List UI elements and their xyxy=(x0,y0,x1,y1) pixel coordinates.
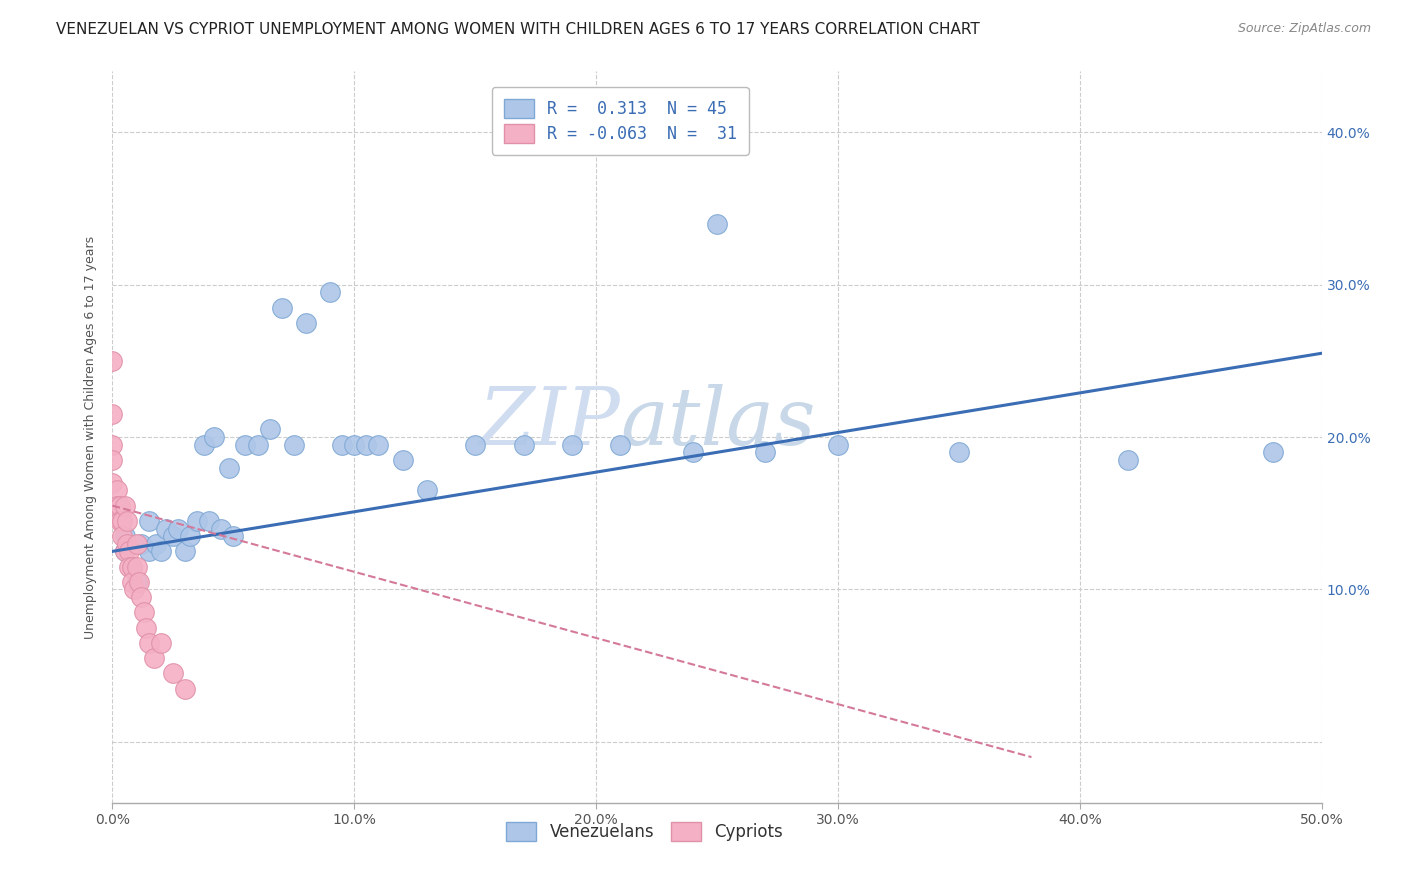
Point xyxy=(270,301,292,315)
Point xyxy=(121,559,143,574)
Point xyxy=(198,514,221,528)
Point xyxy=(235,438,257,452)
Point xyxy=(827,438,849,452)
Point xyxy=(101,407,124,421)
Point xyxy=(131,537,153,551)
Point xyxy=(391,453,413,467)
Point xyxy=(122,582,145,597)
Point xyxy=(174,681,197,696)
Point xyxy=(179,529,201,543)
Point xyxy=(121,559,143,574)
Point xyxy=(209,521,232,535)
Point xyxy=(114,544,136,558)
Point xyxy=(118,559,141,574)
Point xyxy=(142,651,165,665)
Point xyxy=(174,544,197,558)
Point xyxy=(132,605,155,619)
Point xyxy=(131,590,153,604)
Point xyxy=(111,514,134,528)
Point xyxy=(706,217,728,231)
Point xyxy=(283,438,305,452)
Text: Source: ZipAtlas.com: Source: ZipAtlas.com xyxy=(1237,22,1371,36)
Point xyxy=(101,438,124,452)
Point xyxy=(464,438,486,452)
Point xyxy=(114,529,136,543)
Point xyxy=(101,354,124,368)
Point xyxy=(145,537,167,551)
Point xyxy=(343,438,366,452)
Point xyxy=(108,499,131,513)
Point xyxy=(114,544,136,558)
Point xyxy=(330,438,353,452)
Point xyxy=(115,514,138,528)
Point xyxy=(125,537,148,551)
Point xyxy=(149,544,172,558)
Point xyxy=(1116,453,1139,467)
Point xyxy=(218,460,240,475)
Point xyxy=(259,422,281,436)
Point xyxy=(114,499,136,513)
Point xyxy=(356,438,378,452)
Point xyxy=(246,438,269,452)
Point xyxy=(162,529,184,543)
Point xyxy=(138,636,160,650)
Text: atlas: atlas xyxy=(620,384,815,461)
Point xyxy=(138,544,160,558)
Legend: Venezuelans, Cypriots: Venezuelans, Cypriots xyxy=(498,814,792,849)
Point xyxy=(166,521,188,535)
Y-axis label: Unemployment Among Women with Children Ages 6 to 17 years: Unemployment Among Women with Children A… xyxy=(83,235,97,639)
Point xyxy=(416,483,439,498)
Point xyxy=(754,445,776,459)
Point xyxy=(193,438,215,452)
Point xyxy=(186,514,208,528)
Point xyxy=(319,285,342,300)
Point xyxy=(111,529,134,543)
Text: ZIP: ZIP xyxy=(478,384,620,461)
Text: VENEZUELAN VS CYPRIOT UNEMPLOYMENT AMONG WOMEN WITH CHILDREN AGES 6 TO 17 YEARS : VENEZUELAN VS CYPRIOT UNEMPLOYMENT AMONG… xyxy=(56,22,980,37)
Point xyxy=(948,445,970,459)
Point xyxy=(682,445,704,459)
Point xyxy=(108,514,131,528)
Point xyxy=(118,544,141,558)
Point xyxy=(138,514,160,528)
Point xyxy=(125,559,148,574)
Point xyxy=(149,636,172,650)
Point xyxy=(202,430,225,444)
Point xyxy=(115,537,138,551)
Point xyxy=(609,438,631,452)
Point xyxy=(1263,445,1285,459)
Point xyxy=(512,438,534,452)
Point xyxy=(121,574,143,589)
Point xyxy=(101,475,124,490)
Point xyxy=(367,438,389,452)
Point xyxy=(101,453,124,467)
Point xyxy=(105,483,128,498)
Point xyxy=(222,529,245,543)
Point xyxy=(135,621,157,635)
Point xyxy=(561,438,583,452)
Point xyxy=(295,316,318,330)
Point xyxy=(155,521,177,535)
Point xyxy=(162,666,184,681)
Point xyxy=(125,574,148,589)
Point xyxy=(128,574,150,589)
Point xyxy=(105,499,128,513)
